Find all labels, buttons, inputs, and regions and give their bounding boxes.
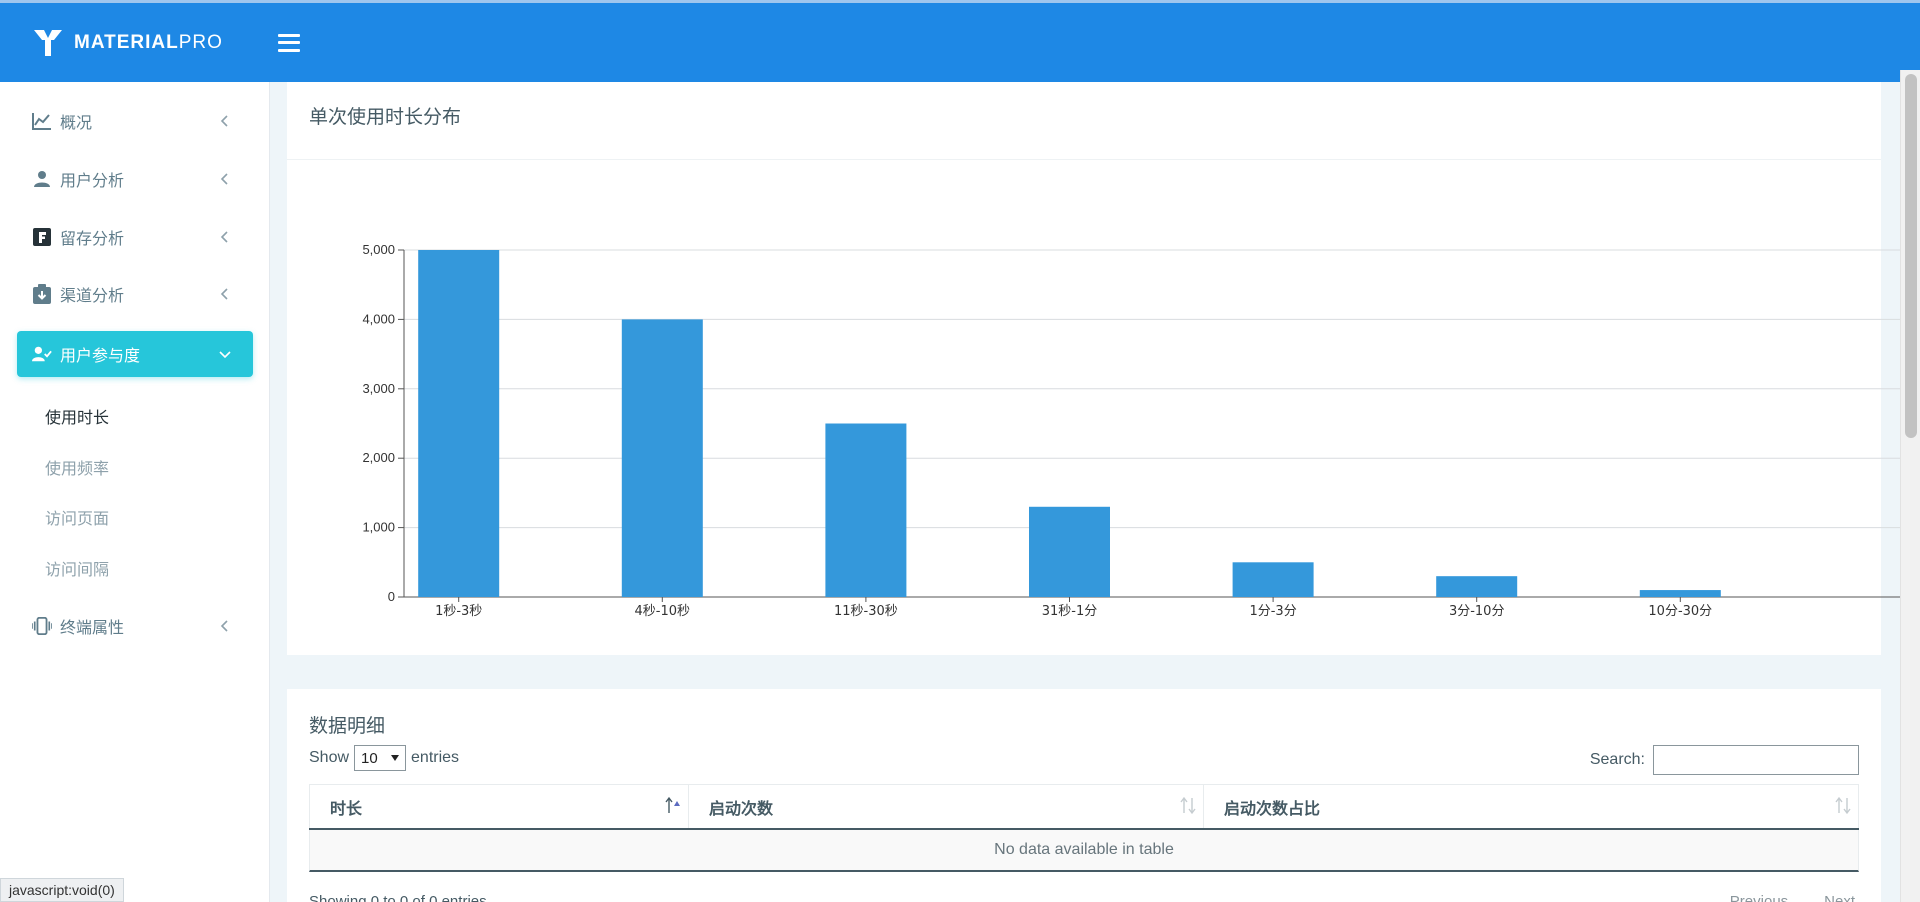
square-f-icon xyxy=(32,227,52,247)
x-tick-label: 3分-10分 xyxy=(1449,604,1505,619)
chevron-left-icon xyxy=(220,173,228,185)
bar xyxy=(825,423,907,597)
sidebar-item-device[interactable]: 终端属性 xyxy=(17,603,253,649)
bar xyxy=(621,319,703,597)
x-tick-label: 31秒-1分 xyxy=(1042,604,1098,619)
bar xyxy=(418,250,500,597)
table-empty-row: No data available in table xyxy=(309,830,1859,872)
chevron-left-icon xyxy=(220,288,228,300)
brand-name: MATERIALPRO xyxy=(74,31,223,53)
chart-card-title: 单次使用时长分布 xyxy=(309,106,462,128)
clipboard-download-icon xyxy=(32,284,52,304)
sidebar-item-label: 用户分析 xyxy=(60,171,125,190)
entries-length-select[interactable]: 10 xyxy=(354,745,407,771)
brand[interactable]: MATERIALPRO xyxy=(32,23,223,63)
y-tick-label: 2,000 xyxy=(362,450,395,465)
bar xyxy=(1639,590,1721,597)
scrollbar-thumb[interactable] xyxy=(1905,74,1917,438)
column-header-launch-ratio[interactable]: 启动次数占比 xyxy=(1204,785,1859,828)
menu-toggle-icon[interactable] xyxy=(277,33,300,52)
search-label: Search: xyxy=(1589,751,1645,768)
x-tick-label: 11秒-30秒 xyxy=(834,604,898,619)
entries-length-control: Show 10 entries xyxy=(309,745,459,771)
column-header-duration[interactable]: 时长 xyxy=(309,785,689,828)
table-header: 时长 启动次数 启动次数占比 xyxy=(309,784,1859,830)
user-check-icon xyxy=(32,344,52,364)
bar xyxy=(1436,576,1518,597)
user-icon xyxy=(32,169,52,189)
brand-logo-icon xyxy=(34,29,62,56)
status-bar-url: javascript:void(0) xyxy=(0,878,124,902)
previous-page-button[interactable]: Previous xyxy=(1729,893,1789,902)
bar xyxy=(1232,562,1314,597)
table-card: 数据明细 Show 10 entries Search: 时长 启动次数 启动次… xyxy=(287,689,1881,902)
line-chart-icon xyxy=(32,111,52,131)
x-tick-label: 1秒-3秒 xyxy=(435,604,482,619)
sidebar-subitem-visit-interval[interactable]: 访问间隔 xyxy=(45,560,110,579)
table-card-title: 数据明细 xyxy=(309,715,386,737)
sidebar-item-label: 渠道分析 xyxy=(60,286,125,305)
sidebar-item-label: 概况 xyxy=(60,113,93,132)
chevron-left-icon xyxy=(220,231,228,243)
chevron-down-icon xyxy=(219,351,231,359)
sort-both-icon xyxy=(1180,796,1196,815)
x-tick-label: 4秒-10秒 xyxy=(635,604,691,619)
sidebar-item-label: 用户参与度 xyxy=(60,346,141,365)
bar-chart: 0 1,000 2,000 3,000 4,000 5,000 1秒-3秒 4秒-10秒 11秒… xyxy=(362,242,1900,619)
sidebar-subitem-usage-duration[interactable]: 使用时长 xyxy=(45,408,110,427)
sidebar-item-label: 终端属性 xyxy=(60,618,125,637)
y-tick-label: 5,000 xyxy=(362,242,395,257)
next-page-button[interactable]: Next xyxy=(1824,893,1855,902)
y-tick-label: 3,000 xyxy=(362,381,395,396)
x-tick-label: 1分-3分 xyxy=(1249,604,1296,619)
sidebar-subitem-usage-frequency[interactable]: 使用频率 xyxy=(45,459,110,478)
phone-vibrate-icon xyxy=(32,616,52,636)
divider xyxy=(287,159,1881,160)
sidebar: 概况 用户分析 留存分析 渠道分析 用户参与度 使用时长 使用频率 访问页面 访… xyxy=(0,82,270,902)
topbar: MATERIALPRO xyxy=(0,0,1920,82)
pagination: Previous Next xyxy=(1730,893,1855,902)
sort-asc-icon xyxy=(665,796,680,813)
caret-down-icon xyxy=(391,755,400,761)
entries-label: entries xyxy=(411,749,460,766)
y-tick-label: 1,000 xyxy=(362,520,395,535)
search-input[interactable] xyxy=(1653,745,1859,775)
sort-both-icon xyxy=(1835,796,1851,815)
sidebar-item-engagement[interactable]: 用户参与度 xyxy=(17,331,253,377)
y-tick-label: 4,000 xyxy=(362,311,395,326)
sidebar-item-overview[interactable]: 概况 xyxy=(17,98,253,144)
chevron-left-icon xyxy=(220,115,228,127)
page-scrollbar[interactable] xyxy=(1900,70,1920,902)
bar xyxy=(1029,506,1110,597)
sidebar-subitem-visited-pages[interactable]: 访问页面 xyxy=(45,509,110,528)
sidebar-item-retention[interactable]: 留存分析 xyxy=(17,214,253,260)
x-tick-label: 10分-30分 xyxy=(1648,604,1712,619)
sidebar-item-label: 留存分析 xyxy=(60,229,125,248)
data-table: 时长 启动次数 启动次数占比 No data available in tabl… xyxy=(309,784,1859,872)
sidebar-item-channel[interactable]: 渠道分析 xyxy=(17,271,253,317)
column-header-launch-count[interactable]: 启动次数 xyxy=(689,785,1204,828)
y-tick-label: 0 xyxy=(388,589,395,604)
sidebar-item-user-analysis[interactable]: 用户分析 xyxy=(17,156,253,202)
table-info: Showing 0 to 0 of 0 entries xyxy=(309,893,487,902)
chevron-left-icon xyxy=(220,620,228,632)
search-control: Search: xyxy=(1590,745,1859,775)
show-label: Show xyxy=(309,749,350,766)
